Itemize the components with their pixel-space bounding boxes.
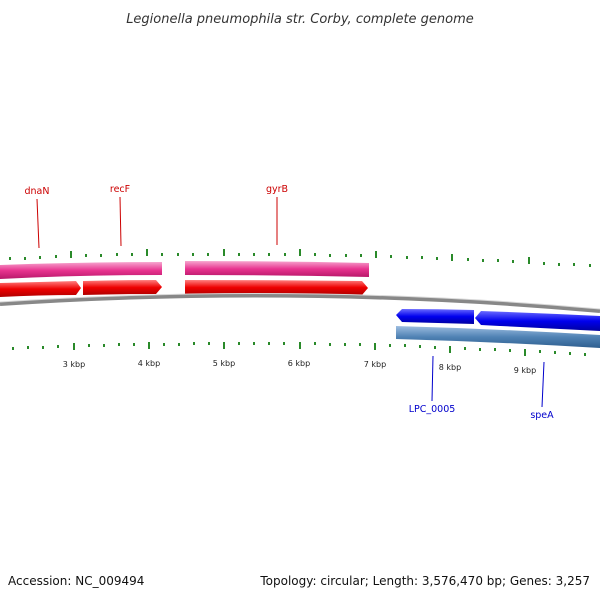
red-gene-arrow-1[interactable] xyxy=(0,281,81,297)
steel-feature[interactable] xyxy=(396,326,600,348)
ruler-label-4kbp: 4 kbp xyxy=(138,359,160,368)
accession-text: Accession: NC_009494 xyxy=(8,574,145,588)
map-title: Legionella pneumophila str. Corby, compl… xyxy=(126,12,474,27)
forward-label-leaders xyxy=(36,196,278,249)
speA-leader xyxy=(541,361,545,408)
outer-ruler-ticks xyxy=(9,249,591,267)
blue-gene-arrow-1[interactable] xyxy=(396,309,474,324)
genome-backbone xyxy=(0,293,600,313)
red-gene-arrow-2[interactable] xyxy=(83,280,162,295)
reverse-label-leaders xyxy=(431,355,545,408)
pink-feature-2[interactable] xyxy=(185,261,369,277)
pink-feature-1[interactable] xyxy=(0,262,162,279)
recF-label[interactable]: recF xyxy=(110,184,130,195)
ruler-label-3kbp: 3 kbp xyxy=(63,360,85,369)
ruler-label-9kbp: 9 kbp xyxy=(514,366,536,375)
ruler-label-5kbp: 5 kbp xyxy=(213,359,235,368)
ruler-label-6kbp: 6 kbp xyxy=(288,359,310,368)
genome-summary-text: Topology: circular; Length: 3,576,470 bp… xyxy=(260,574,590,588)
dnaN-leader xyxy=(36,198,40,249)
blue-gene-arrow-2[interactable] xyxy=(475,311,600,331)
genome-backbone-highlight xyxy=(0,292,600,310)
speA-label[interactable]: speA xyxy=(530,410,554,421)
dnaN-label[interactable]: dnaN xyxy=(25,186,50,197)
LPC_0005-label[interactable]: LPC_0005 xyxy=(409,404,456,415)
ruler-label-8kbp: 8 kbp xyxy=(439,363,461,372)
gyrB-label[interactable]: gyrB xyxy=(266,184,288,195)
red-gene-arrow-3[interactable] xyxy=(185,280,368,295)
ruler-label-7kbp: 7 kbp xyxy=(364,360,386,369)
recF-leader xyxy=(119,196,122,247)
LPC_0005-leader xyxy=(431,355,434,402)
inner-ruler-ticks xyxy=(12,342,586,356)
